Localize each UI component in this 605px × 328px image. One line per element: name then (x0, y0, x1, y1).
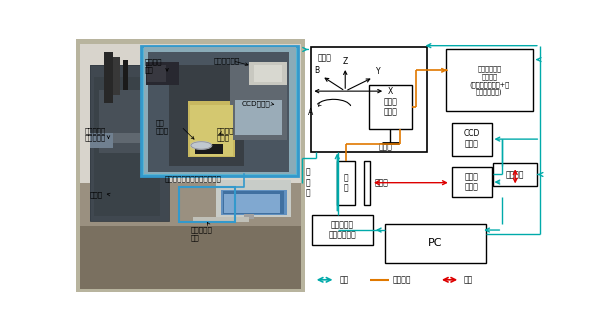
Bar (224, 194, 280, 213)
Bar (311, 47, 427, 152)
Bar (493, 163, 537, 186)
Bar (122, 60, 128, 90)
Text: 電解漕: 電解漕 (90, 191, 103, 198)
Bar (368, 85, 412, 129)
Bar (143, 47, 296, 174)
Bar (141, 46, 298, 176)
Bar (314, 161, 336, 205)
Text: ミラー: ミラー (374, 178, 388, 187)
Bar (235, 100, 282, 135)
Bar (146, 62, 179, 85)
Text: CCDカメラ: CCDカメラ (242, 100, 271, 107)
Bar (76, 39, 306, 292)
Bar (148, 52, 289, 172)
Polygon shape (191, 142, 212, 149)
Bar (193, 217, 249, 222)
Bar (231, 65, 287, 140)
Bar (104, 52, 113, 102)
Bar (446, 50, 533, 111)
Bar (147, 65, 166, 82)
Text: 移動軸: 移動軸 (318, 53, 332, 62)
Text: 電
極: 電 極 (344, 173, 348, 193)
Text: CCD
カメラ: CCD カメラ (463, 130, 480, 149)
Text: 光量計測
素子: 光量計測 素子 (145, 59, 163, 73)
Text: 光路: 光路 (464, 275, 473, 284)
Text: X: X (387, 87, 393, 96)
Bar (337, 161, 355, 205)
Bar (221, 190, 287, 215)
Bar (80, 44, 301, 186)
Bar (254, 65, 282, 82)
Text: Y: Y (376, 67, 381, 76)
Bar (94, 77, 160, 216)
Bar (452, 123, 491, 155)
Text: B: B (315, 66, 319, 75)
Text: 電解加工コン
トローラ
(電解加工用電源+電
解加工用回路): 電解加工コン トローラ (電解加工用電源+電 解加工用回路) (469, 66, 509, 95)
Bar (223, 191, 284, 214)
Text: 電解加工用
回路: 電解加工用 回路 (191, 227, 212, 241)
Bar (195, 144, 223, 154)
Text: 加工物保持
スピンドル: 加工物保持 スピンドル (85, 127, 106, 141)
Text: A: A (309, 108, 313, 117)
Bar (452, 167, 491, 197)
Bar (113, 57, 120, 95)
Bar (80, 183, 301, 229)
Text: Z: Z (342, 57, 348, 66)
Text: 電気配線: 電気配線 (393, 275, 411, 284)
Text: 集光
レンズ: 集光 レンズ (155, 119, 168, 133)
Bar (385, 224, 486, 263)
Bar (217, 179, 292, 217)
Text: レーザー
ヘッド: レーザー ヘッド (217, 127, 234, 141)
Bar (312, 215, 373, 245)
Bar (90, 133, 174, 143)
Text: PC: PC (428, 238, 443, 248)
Text: モーション
コントローラ: モーション コントローラ (329, 220, 356, 240)
Bar (90, 65, 169, 221)
Bar (191, 105, 233, 155)
Bar (249, 62, 287, 85)
Bar (188, 101, 235, 157)
Text: 加工物
保持具: 加工物 保持具 (384, 97, 397, 117)
Text: 光量計
測素子: 光量計 測素子 (465, 172, 479, 192)
Text: 電
解
漕: 電 解 漕 (306, 168, 310, 197)
Bar (169, 65, 244, 166)
Text: レーザー加工計測モジュール: レーザー加工計測モジュール (165, 175, 221, 182)
Text: レーザー電源: レーザー電源 (214, 57, 240, 64)
Text: レーザー: レーザー (506, 170, 525, 179)
Bar (364, 161, 370, 205)
Text: 加工物: 加工物 (379, 142, 393, 151)
Text: 信号: 信号 (339, 275, 348, 284)
Bar (90, 65, 169, 221)
Bar (306, 39, 544, 292)
Bar (90, 133, 113, 148)
Bar (99, 90, 146, 153)
Bar (80, 226, 301, 289)
Bar (179, 187, 235, 222)
Bar (244, 214, 254, 219)
